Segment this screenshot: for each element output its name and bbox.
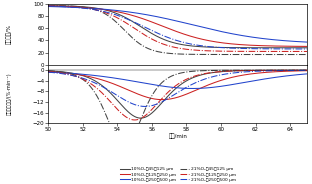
Y-axis label: 质量分数/%: 质量分数/% <box>7 24 12 44</box>
Legend: 10%O₂，45～125 μm, 10%O₂，125～250 μm, 10%O₂，250～500 μm, 21%O₂，45～125 μm, 21%O₂，125～: 10%O₂，45～125 μm, 10%O₂，125～250 μm, 10%O₂… <box>120 167 236 182</box>
Y-axis label: 质量变化速率/(%·min⁻¹): 质量变化速率/(%·min⁻¹) <box>7 73 12 115</box>
X-axis label: 时间/min: 时间/min <box>168 134 187 139</box>
